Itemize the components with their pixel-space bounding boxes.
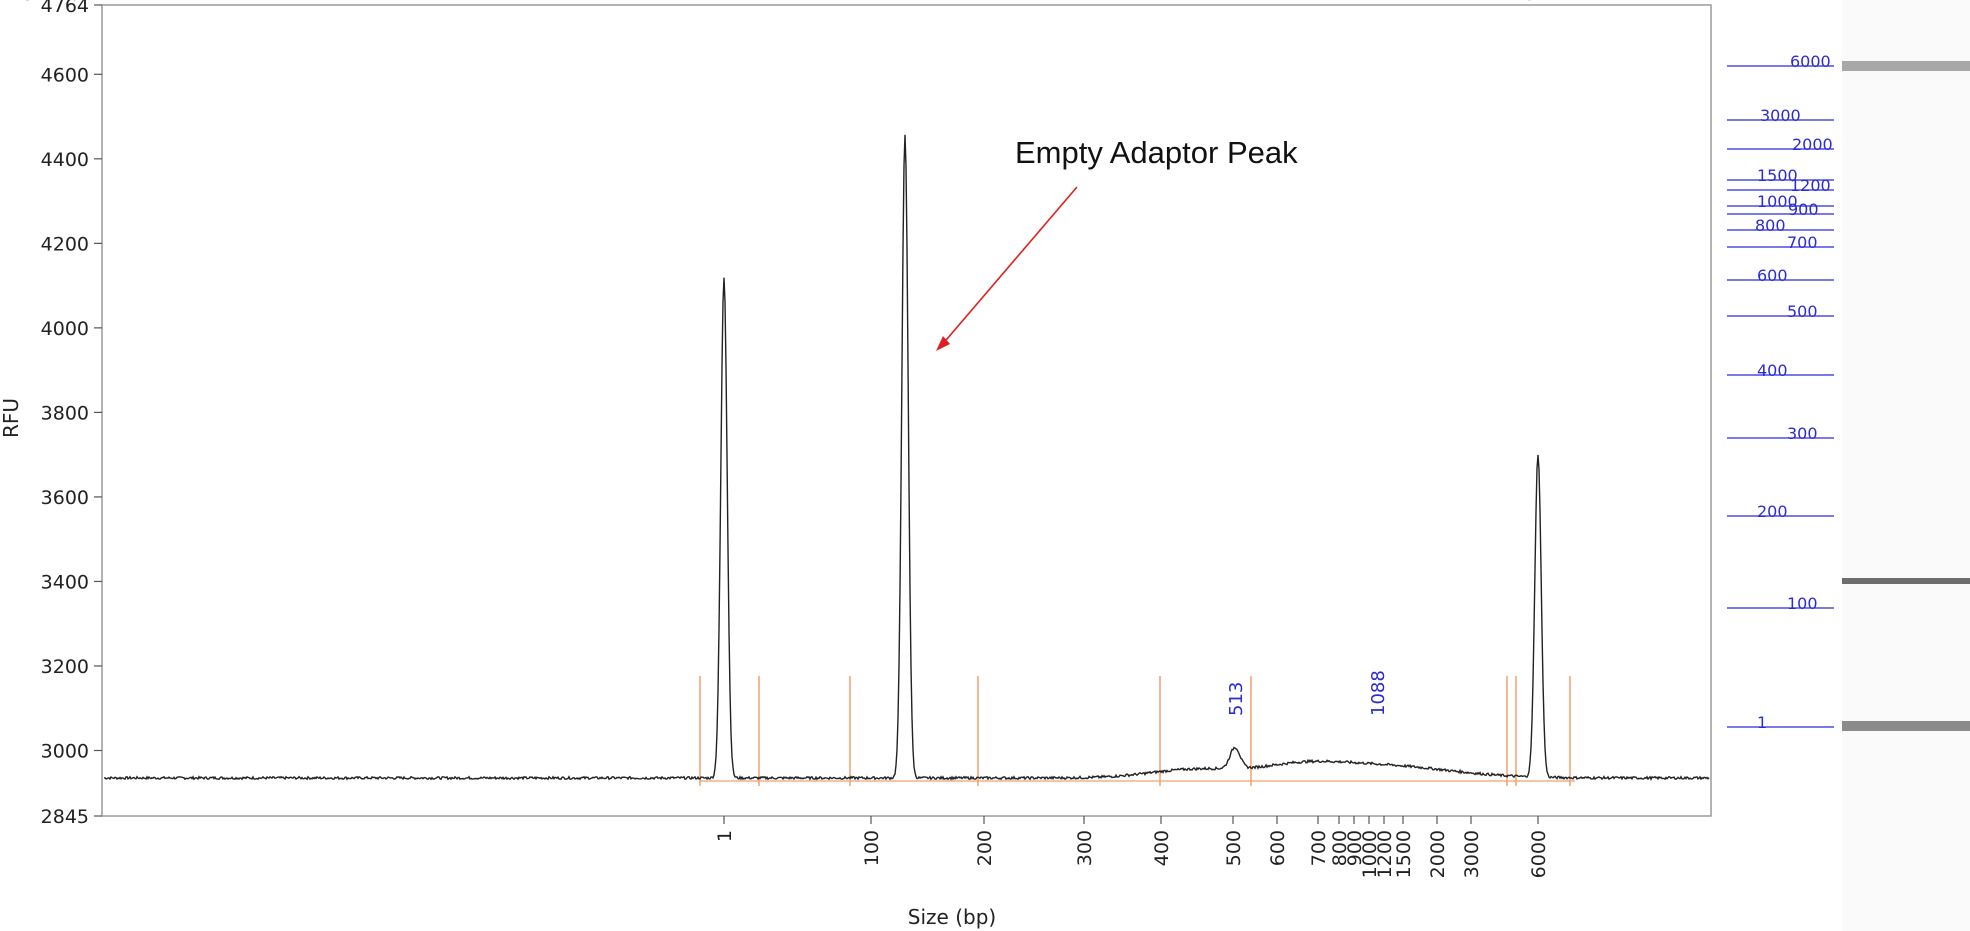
x-tick-label: 800 [1329, 830, 1351, 866]
peak-label-1088: 1088 [1368, 670, 1389, 716]
y-tick-label: 4600 [41, 64, 89, 86]
peak-labels: LM 129 513 1088 UM [0, 0, 1554, 716]
ladder-panel: 6000300020001500120010009008007006005004… [1727, 52, 1834, 732]
ladder-label: 6000 [1790, 52, 1831, 71]
ladder-label: 700 [1787, 233, 1818, 252]
ladder-label: 200 [1757, 502, 1788, 521]
x-tick-label: 300 [1074, 830, 1096, 866]
y-tick-label: 3400 [41, 571, 89, 593]
y-tick-label: 4000 [41, 318, 89, 340]
gel-band [1842, 61, 1970, 71]
plot-border [101, 4, 1712, 817]
gel-band [1842, 721, 1970, 731]
y-tick-label: 3000 [41, 740, 89, 762]
peak-label-lm: LM [710, 0, 738, 5]
x-tick-label: 1200 [1374, 830, 1396, 878]
gel-lane [1842, 0, 1970, 931]
y-tick-label: 3200 [41, 656, 89, 678]
annotation-layer: Empty Adaptor Peak [936, 135, 1298, 351]
ladder-label: 1 [1757, 713, 1767, 732]
x-tick-label: 6000 [1528, 830, 1550, 878]
y-tick-label: 4764 [41, 0, 89, 17]
y-axis: 2845 3000 3200 3400 3600 3800 4000 4200 4400 4600… [41, 0, 102, 828]
ladder-label: 1500 [1757, 166, 1798, 185]
x-tick-label: 200 [974, 830, 996, 866]
gel-band [1842, 578, 1970, 584]
y-tick-label: 3800 [41, 402, 89, 424]
ladder-label: 1000 [1757, 192, 1798, 211]
x-tick-label: 1000 [1359, 830, 1381, 878]
x-tick-label: 600 [1267, 830, 1289, 866]
ladder-label: 500 [1787, 302, 1818, 321]
peak-label-um: UM [1522, 0, 1554, 5]
x-tick-label: 700 [1308, 830, 1330, 866]
annotation-arrow [940, 186, 1078, 347]
ladder-label: 900 [1788, 200, 1819, 219]
x-tick-label: 400 [1151, 830, 1173, 866]
x-tick-label: 1 [714, 830, 736, 842]
ladder-label: 400 [1757, 361, 1788, 380]
y-tick-label: 2845 [41, 806, 89, 828]
annotation-arrowhead [936, 336, 950, 351]
x-axis: 1 100 200 300 400 500 600 700 800900100012001500… [714, 816, 1550, 878]
peak-label-129: 129 [0, 0, 34, 5]
gel-lane-background [1842, 0, 1970, 931]
y-tick-label: 3600 [41, 487, 89, 509]
ladder-label: 800 [1755, 216, 1786, 235]
x-tick-label: 2000 [1427, 830, 1449, 878]
x-tick-label: 100 [861, 830, 883, 866]
ladder-label: 1200 [1790, 176, 1831, 195]
ladder-label: 600 [1757, 266, 1788, 285]
ladder-label: 2000 [1792, 135, 1833, 154]
region-markers [699, 676, 1575, 786]
y-axis-title: RFU [0, 398, 23, 438]
annotation-text: Empty Adaptor Peak [1015, 135, 1298, 170]
x-tick-label: 3000 [1461, 830, 1483, 878]
ladder-label: 100 [1787, 594, 1818, 613]
ladder-label: 300 [1787, 424, 1818, 443]
ladder-label: 3000 [1760, 106, 1801, 125]
x-tick-label: 1500 [1393, 830, 1415, 878]
peak-label-513: 513 [1226, 682, 1247, 716]
plot-frame [101, 4, 1712, 817]
trace-layer [103, 134, 1710, 781]
electropherogram-trace [103, 134, 1710, 781]
x-tick-label: 500 [1223, 830, 1245, 866]
y-tick-label: 4400 [41, 149, 89, 171]
x-axis-title: Size (bp) [908, 905, 996, 929]
x-tick-label: 900 [1344, 830, 1366, 866]
y-tick-label: 4200 [41, 233, 89, 255]
